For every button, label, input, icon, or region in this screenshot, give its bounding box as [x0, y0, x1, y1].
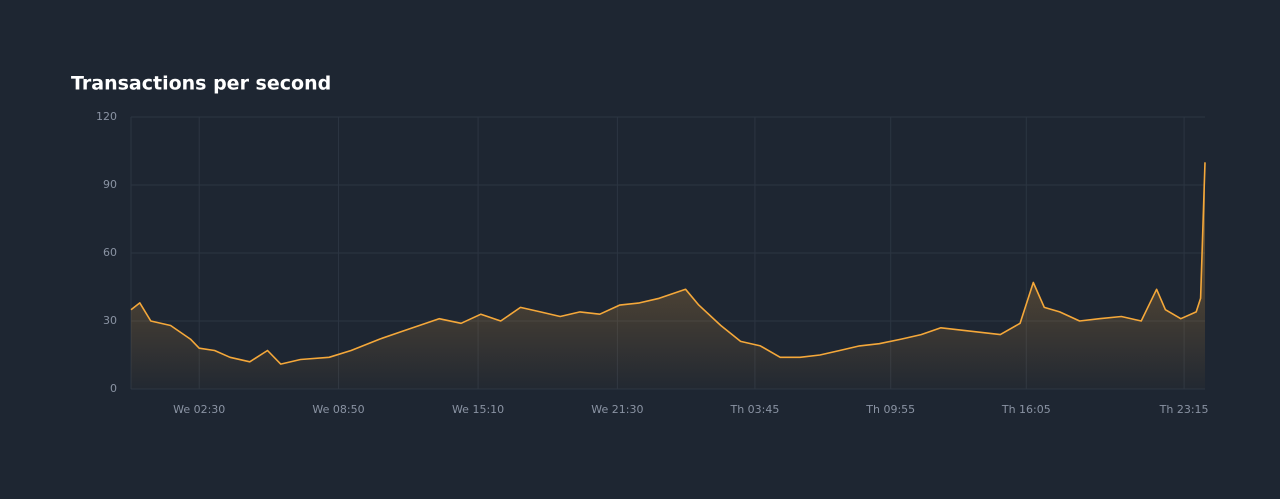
x-tick-label: Th 03:45	[729, 403, 779, 416]
x-tick-label: We 21:30	[591, 403, 643, 416]
area	[131, 162, 1205, 389]
x-tick-label: Th 09:55	[865, 403, 915, 416]
y-tick-label: 0	[110, 382, 117, 395]
y-tick-label: 120	[96, 110, 117, 123]
y-tick-label: 60	[103, 246, 117, 259]
line	[130, 162, 1206, 365]
x-tick-label: Th 23:15	[1159, 403, 1209, 416]
y-tick-label: 90	[103, 178, 117, 191]
x-tick-label: We 08:50	[312, 403, 364, 416]
x-tick-label: Th 16:05	[1001, 403, 1051, 416]
y-tick-label: 30	[103, 314, 117, 327]
x-tick-label: We 02:30	[173, 403, 225, 416]
chart-title: Transactions per second	[71, 73, 331, 95]
x-tick-label: We 15:10	[452, 403, 504, 416]
